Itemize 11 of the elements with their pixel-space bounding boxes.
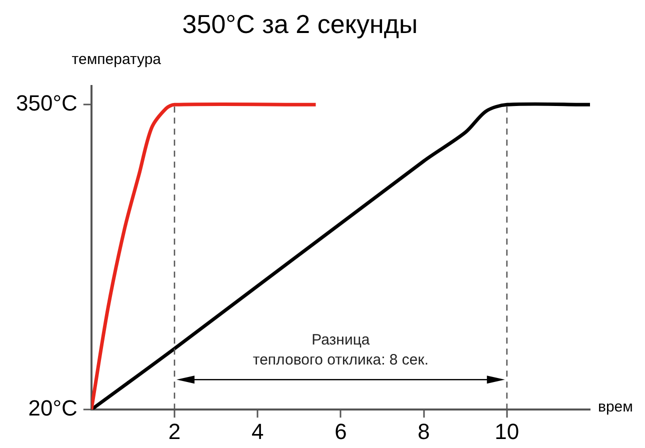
x-tick-label: 8 <box>418 418 430 444</box>
y-axis-title: температура <box>72 51 162 68</box>
x-tick-label: 6 <box>334 418 347 444</box>
y-tick-label: 350°C <box>16 90 78 116</box>
chart-title: 350°C за 2 секунды <box>182 8 418 39</box>
annotation: Разница теплового отклика: 8 сек. <box>252 332 429 369</box>
x-axis-title: врем <box>598 398 633 416</box>
x-tick-label: 10 <box>494 418 520 444</box>
x-tick-label: 4 <box>251 418 264 444</box>
y-tick-label: 20°C <box>28 396 78 421</box>
x-tick-label: 2 <box>168 418 181 444</box>
